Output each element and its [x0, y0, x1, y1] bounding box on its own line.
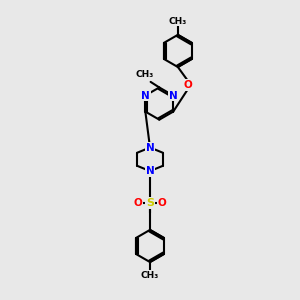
Text: CH₃: CH₃	[136, 70, 154, 79]
Text: CH₃: CH₃	[141, 271, 159, 280]
Text: N: N	[146, 142, 154, 152]
Text: O: O	[134, 198, 142, 208]
Text: O: O	[158, 198, 166, 208]
Text: CH₃: CH₃	[169, 17, 187, 26]
Text: N: N	[169, 91, 178, 100]
Text: O: O	[183, 80, 192, 90]
Text: N: N	[141, 91, 150, 100]
Text: S: S	[146, 198, 154, 208]
Text: N: N	[146, 166, 154, 176]
